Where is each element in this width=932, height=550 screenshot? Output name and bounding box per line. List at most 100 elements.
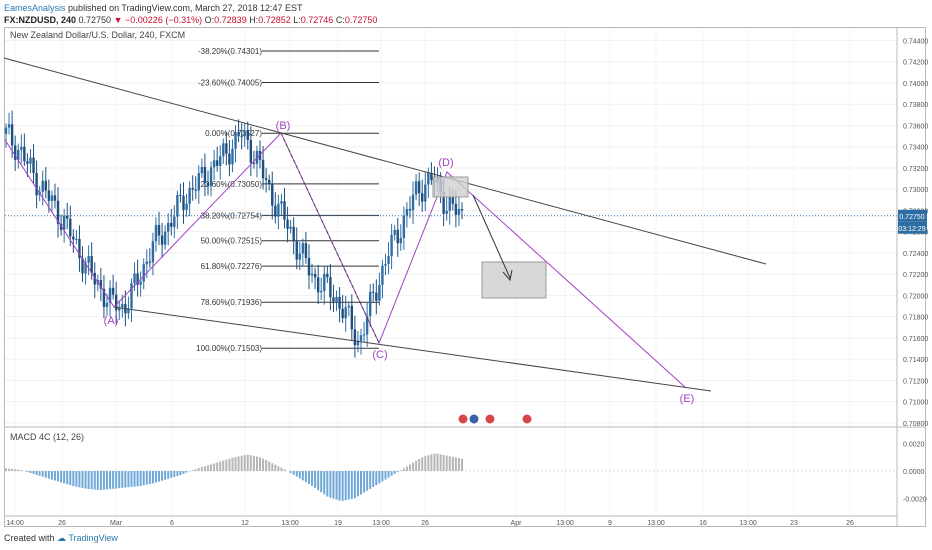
- price-tick: 0.74000: [903, 81, 928, 88]
- price-change: −0.00226 (−0.31%): [125, 15, 203, 25]
- candle-body: [381, 265, 384, 285]
- candle-body: [445, 210, 448, 214]
- countdown-badge-text: 03:12:29: [898, 226, 925, 233]
- candle-body: [249, 139, 253, 163]
- price-tick: 0.71200: [903, 378, 928, 385]
- candle-body: [167, 222, 170, 232]
- elliott-wave-path: [4, 132, 686, 388]
- price-tick: 0.73400: [903, 145, 928, 152]
- price-tick: 0.72400: [903, 251, 928, 258]
- candle-body: [182, 195, 185, 210]
- time-tick: 13:00: [372, 520, 390, 527]
- time-tick: 23: [790, 520, 798, 527]
- candle-body: [372, 291, 375, 293]
- candle-body: [421, 193, 424, 202]
- candle-body: [304, 243, 308, 258]
- candle-body: [356, 340, 360, 346]
- candle-body: [341, 308, 344, 319]
- target-box-d: [432, 176, 469, 198]
- candle-body: [10, 124, 14, 146]
- fib-label: 38.20%(0.72754): [201, 211, 263, 220]
- candle-body: [111, 287, 115, 295]
- candle-body: [427, 172, 430, 185]
- candle-body: [62, 215, 66, 230]
- candle-body: [267, 180, 271, 184]
- candle-body: [289, 226, 292, 229]
- candle-body: [316, 277, 320, 293]
- candle-body: [283, 201, 286, 220]
- price-axis[interactable]: 0.74400 0.74200 0.74000 0.73800 0.73600 0.734…: [896, 28, 928, 527]
- macd-tick: 0.0020: [903, 442, 925, 449]
- candle-body: [442, 191, 445, 214]
- time-axis[interactable]: 14:00 26 Mar 6 12 13:00 19 13:00 26 Apr 13:00 9 13:0…: [4, 515, 897, 527]
- candle-body: [384, 263, 387, 266]
- candle-body: [145, 261, 148, 265]
- candle-body: [105, 302, 109, 307]
- price-badge: [898, 209, 927, 222]
- projection-arrow: [472, 194, 511, 279]
- candle-body: [209, 167, 213, 186]
- candle-body: [280, 201, 283, 204]
- candle-body: [4, 127, 8, 134]
- candle-body: [139, 281, 142, 285]
- chart-frame: [4, 27, 926, 527]
- candle-body: [127, 308, 130, 314]
- candle-body: [387, 256, 390, 264]
- candle-body: [41, 180, 44, 192]
- footer-brand[interactable]: TradingView: [68, 533, 118, 543]
- time-tick: 26: [58, 520, 66, 527]
- candle-body: [454, 203, 458, 215]
- candle-body: [75, 238, 78, 240]
- candle-body: [32, 157, 35, 173]
- author-link[interactable]: EamesAnalysis: [4, 3, 66, 13]
- time-tick: 13:00: [739, 520, 757, 527]
- candle-body: [66, 215, 69, 219]
- candle-body: [23, 146, 26, 162]
- candle-body: [261, 159, 265, 179]
- publish-line: EamesAnalysis published on TradingView.c…: [4, 2, 924, 14]
- event-flag-icon: [521, 413, 533, 425]
- candle-body: [310, 273, 314, 276]
- candles: [4, 110, 464, 358]
- candle-body: [200, 166, 204, 174]
- candle-body: [225, 143, 228, 154]
- time-tick: 6: [170, 520, 174, 527]
- candle-body: [188, 187, 191, 204]
- price-tick: 0.74400: [903, 38, 928, 45]
- price-tick: 0.71000: [903, 400, 928, 407]
- open-label: O:: [204, 15, 215, 25]
- candle-body: [50, 195, 54, 201]
- quote-line: FX:NZDUSD, 240 0.72750 ▼ −0.00226 (−0.31…: [4, 14, 924, 26]
- candle-body: [451, 196, 455, 204]
- candle-body: [142, 264, 145, 282]
- time-tick: 13:00: [281, 520, 299, 527]
- last-price: 0.72750: [78, 15, 112, 25]
- candle-body: [90, 256, 93, 273]
- candle-body: [13, 145, 17, 160]
- symbol-label: FX:NZDUSD, 240: [4, 15, 77, 25]
- candle-body: [240, 136, 243, 138]
- tradingview-logo-icon: ☁: [57, 533, 67, 543]
- candle-body: [414, 181, 418, 195]
- candle-body: [362, 334, 366, 336]
- high-label: H:: [249, 15, 259, 25]
- wave-label: (C): [372, 349, 387, 361]
- candle-body: [298, 253, 301, 260]
- candle-body: [173, 216, 176, 227]
- candle-body: [417, 181, 421, 194]
- candle-body: [359, 335, 363, 341]
- candle-body: [99, 280, 103, 289]
- candle-body: [390, 234, 393, 257]
- down-arrow-icon: ▼: [113, 15, 123, 25]
- macd-tick: 0.0000: [903, 469, 925, 476]
- low-label: L:: [293, 15, 301, 25]
- fib-label: 78.60%(0.71936): [201, 298, 263, 307]
- candle-body: [84, 262, 87, 274]
- candle-body: [35, 172, 38, 196]
- candle-body: [448, 196, 451, 211]
- candle-body: [185, 203, 188, 210]
- chart-title: New Zealand Dollar/U.S. Dollar, 240, FXC…: [10, 30, 185, 40]
- candle-body: [295, 241, 298, 260]
- candle-body: [237, 132, 240, 137]
